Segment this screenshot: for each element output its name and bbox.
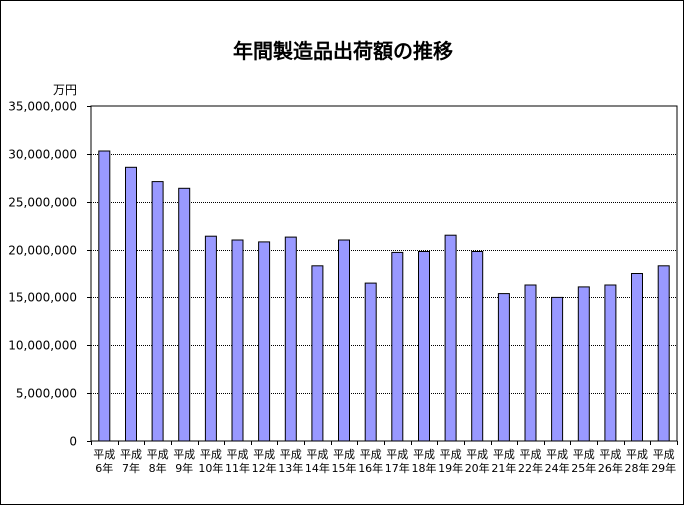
y-tick-label: 25,000,000 [8,196,77,210]
x-tick-label: 25年 [571,461,596,475]
bar [231,239,244,442]
bar [364,282,377,442]
x-tick-labels: 平成6年平成7年平成8年平成9年平成10年平成11年平成12年平成13年平成14… [93,448,676,475]
bar [391,251,404,442]
x-tick-label: 平成 [200,448,222,461]
x-tick-label: 平成 [227,448,249,461]
y-tick-labels: 0 5,000,000 10,000,000 15,000,000 20,000,000… [8,100,77,449]
bar [657,265,670,442]
bar [497,293,510,442]
x-tick-label: 平成 [546,448,568,461]
y-axis-unit-label: 万円 [53,83,78,97]
bar [577,286,590,442]
x-tick-label: 平成 [333,448,355,461]
bar [444,234,457,442]
x-tick-label: 6年 [95,461,113,475]
x-tick-label: 平成 [573,448,595,461]
x-tick-label: 20年 [465,461,490,475]
bar [524,284,537,442]
bars [98,150,670,442]
bar [471,251,484,442]
y-tick-label: 30,000,000 [8,148,77,162]
x-tick-label: 平成 [413,448,435,461]
bar [631,273,643,442]
x-tick-label: 10年 [198,461,223,475]
x-tick-label: 13年 [278,461,303,475]
x-tick-label: 16年 [358,461,383,475]
x-tick-label: 18年 [412,461,437,475]
x-tick-label: 17年 [385,461,410,475]
x-tick-label: 8年 [149,461,167,475]
x-tick-label: 15年 [332,461,357,475]
x-tick-label: 24年 [545,461,570,475]
axes [87,105,678,445]
x-tick-label: 22年 [518,461,543,475]
x-tick-label: 平成 [493,448,515,461]
x-tick-label: 14年 [305,461,330,475]
x-tick-label: 26年 [598,461,623,475]
x-tick-label: 平成 [653,448,675,461]
x-tick-label: 平成 [280,448,302,461]
x-tick-label: 11年 [225,461,250,475]
x-tick-label: 平成 [520,448,542,461]
bar [551,296,564,442]
bar [125,166,137,442]
x-tick-label: 平成 [626,448,648,461]
bar [178,187,191,442]
x-tick-label: 28年 [625,461,650,475]
x-tick-label: 12年 [252,461,277,475]
x-tick-label: 平成 [466,448,488,461]
x-tick-label: 平成 [93,448,115,461]
bar [311,265,324,442]
x-tick-label: 平成 [440,448,462,461]
y-tick-label: 5,000,000 [16,387,77,401]
x-tick-label: 平成 [386,448,408,461]
x-tick-label: 平成 [120,448,142,461]
x-tick-label: 平成 [173,448,195,461]
x-tick-label: 平成 [360,448,382,461]
x-tick-label: 平成 [599,448,621,461]
x-tick-label: 7年 [122,461,140,475]
y-tick-label: 35,000,000 [8,100,77,114]
x-tick-label: 21年 [491,461,516,475]
x-tick-label: 平成 [306,448,328,461]
x-tick-label: 29年 [651,461,676,475]
bar [284,236,297,442]
x-tick-label: 平成 [253,448,275,461]
y-tick-label: 20,000,000 [8,244,77,258]
x-tick-label: 平成 [147,448,169,461]
y-tick-label: 10,000,000 [8,339,77,353]
x-tick-label: 9年 [175,461,193,475]
y-tick-label: 0 [69,435,77,449]
x-tick-label: 19年 [438,461,463,475]
bar [98,150,111,442]
bar [151,181,164,442]
bar [338,239,350,442]
bar [418,251,430,442]
y-tick-label: 15,000,000 [8,291,77,305]
bar [204,235,217,442]
bar [258,241,271,442]
bar [604,284,617,442]
chart-title: 年間製造品出荷額の推移 [233,39,453,63]
